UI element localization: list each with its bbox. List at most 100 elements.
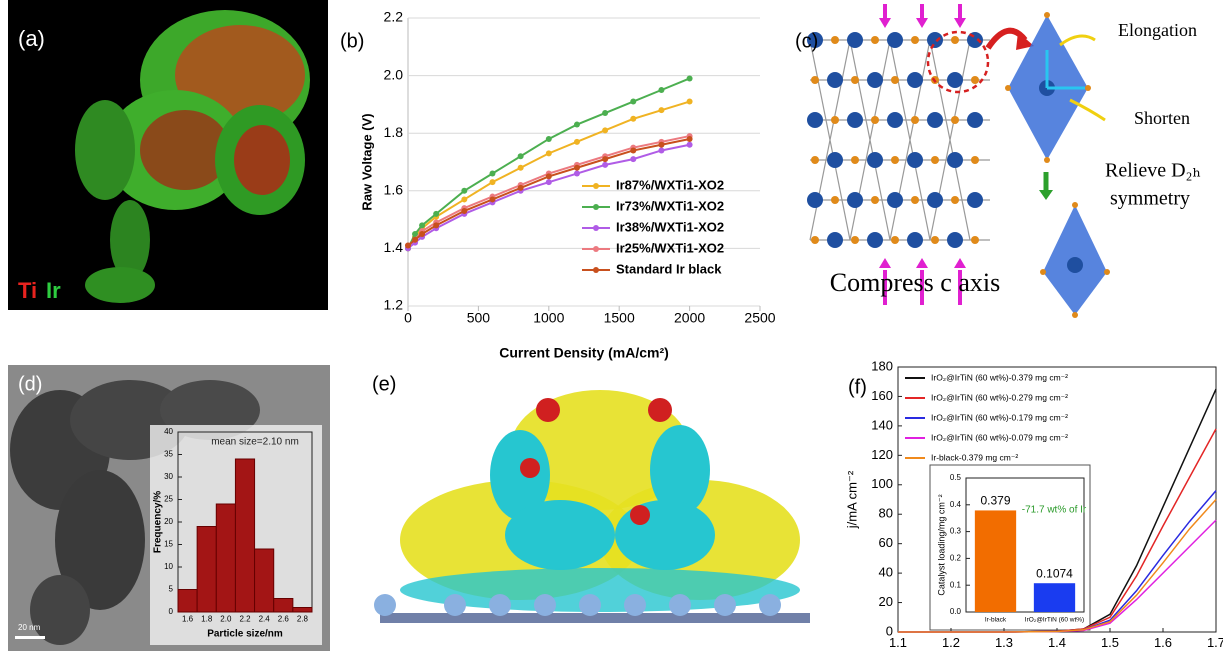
legend-label: Ir87%/WXTi1-XO2 <box>616 177 724 192</box>
point <box>658 147 664 153</box>
point <box>602 156 608 162</box>
panel-label: (a) <box>18 26 45 51</box>
y-tick-label: 0.3 <box>950 527 962 536</box>
bar <box>178 590 197 613</box>
annotation: Compress c axis <box>830 268 1000 297</box>
legend-label: Ir73%/WXTi1-XO2 <box>616 198 724 213</box>
x-tick-label: Ir-black <box>985 617 1007 624</box>
y-tick-label: 0.2 <box>950 554 962 563</box>
annotation: -71.7 wt% of Ir <box>1022 505 1087 516</box>
annotation: Shorten <box>1134 108 1190 128</box>
y-tick-label: 2.0 <box>384 66 404 82</box>
panel-label: (e) <box>372 373 396 395</box>
legend-label: Standard Ir black <box>616 261 722 276</box>
y-tick-label: 1.6 <box>384 182 404 198</box>
x-tick-label: 1.6 <box>1154 635 1172 650</box>
y-axis-label: j/mA cm⁻² <box>844 470 859 529</box>
point <box>412 237 418 243</box>
y-tick-label: 80 <box>879 506 893 521</box>
panel-label: (d) <box>18 373 42 395</box>
x-tick-label: 2500 <box>744 309 775 325</box>
legend-marker <box>593 204 599 210</box>
y-tick-label: 0.4 <box>950 500 962 509</box>
panel-e-image <box>374 390 810 618</box>
bar <box>274 599 293 613</box>
x-tick-label: 2.0 <box>220 614 232 623</box>
legend-marker <box>593 183 599 189</box>
x-tick-label: 2.2 <box>239 614 251 623</box>
legend-marker <box>593 225 599 231</box>
y-tick-label: 40 <box>164 427 173 436</box>
y-tick-label: 180 <box>871 358 893 373</box>
point <box>518 153 524 159</box>
x-axis-label: Current Density (mA/cm²) <box>499 345 669 361</box>
y-tick-label: 140 <box>871 417 893 432</box>
x-tick-label: 2.8 <box>297 614 309 623</box>
point <box>658 142 664 148</box>
y-tick-label: 5 <box>169 585 174 594</box>
point <box>687 142 693 148</box>
annotation: mean size=2.10 nm <box>211 437 299 448</box>
point <box>574 171 580 177</box>
point <box>574 139 580 145</box>
panel-label: (c) <box>795 30 818 52</box>
annotation: Relieve D₂ₕ <box>1105 160 1201 182</box>
point <box>630 116 636 122</box>
y-tick-label: 100 <box>871 476 893 491</box>
x-tick-label: 1.8 <box>201 614 213 623</box>
x-tick-label: 1500 <box>604 309 635 325</box>
point <box>687 136 693 142</box>
point <box>574 165 580 171</box>
point <box>687 75 693 81</box>
bar <box>293 608 312 613</box>
point <box>658 87 664 93</box>
value-label: 0.379 <box>980 494 1010 508</box>
x-tick-label: 1.7 <box>1207 635 1223 650</box>
y-tick-label: 0 <box>169 607 174 616</box>
point <box>433 211 439 217</box>
point <box>489 179 495 185</box>
x-tick-label: 2000 <box>674 309 705 325</box>
point <box>546 179 552 185</box>
point <box>489 196 495 202</box>
x-axis-label: Particle size/nm <box>207 629 283 640</box>
figure: (a) Ti Ir (c) Elongation Shorten Relieve… <box>0 0 1223 653</box>
y-tick-label: 35 <box>164 450 173 459</box>
legend-label: IrO₂@IrTiN (60 wt%)-0.279 mg cm⁻² <box>931 392 1068 402</box>
annotation: symmetry <box>1110 188 1190 210</box>
y-tick-label: 120 <box>871 447 893 462</box>
bar <box>255 549 274 612</box>
legend-label: Ti <box>18 278 37 303</box>
x-tick-label: 1.3 <box>995 635 1013 650</box>
point <box>546 136 552 142</box>
y-tick-label: 1.2 <box>384 297 404 313</box>
y-tick-label: 2.2 <box>384 9 404 25</box>
y-tick-label: 60 <box>879 535 893 550</box>
point <box>489 171 495 177</box>
bar <box>235 459 254 612</box>
point <box>630 156 636 162</box>
page: {"panels": { "a": {"label": "(a)", "lege… <box>0 0 1223 658</box>
y-tick-label: 10 <box>164 562 173 571</box>
point <box>630 147 636 153</box>
legend-label: IrO₂@IrTiN (60 wt%)-0.379 mg cm⁻² <box>931 372 1068 382</box>
legend-label: Ir <box>46 278 61 303</box>
x-tick-label: 1.2 <box>942 635 960 650</box>
point <box>602 110 608 116</box>
point <box>630 99 636 105</box>
y-tick-label: 160 <box>871 388 893 403</box>
legend-marker <box>593 246 599 252</box>
legend-marker <box>593 267 599 273</box>
x-tick-label: 2.4 <box>259 614 271 623</box>
x-tick-label: 500 <box>467 309 491 325</box>
bar <box>197 527 216 613</box>
x-tick-label: 1000 <box>533 309 564 325</box>
y-tick-label: 20 <box>164 517 173 526</box>
y-tick-label: 20 <box>879 594 893 609</box>
point <box>461 188 467 194</box>
bar <box>1034 583 1075 612</box>
bar <box>975 510 1016 612</box>
point <box>518 185 524 191</box>
y-tick-label: 0.0 <box>950 607 962 616</box>
y-tick-label: 1.8 <box>384 124 404 140</box>
